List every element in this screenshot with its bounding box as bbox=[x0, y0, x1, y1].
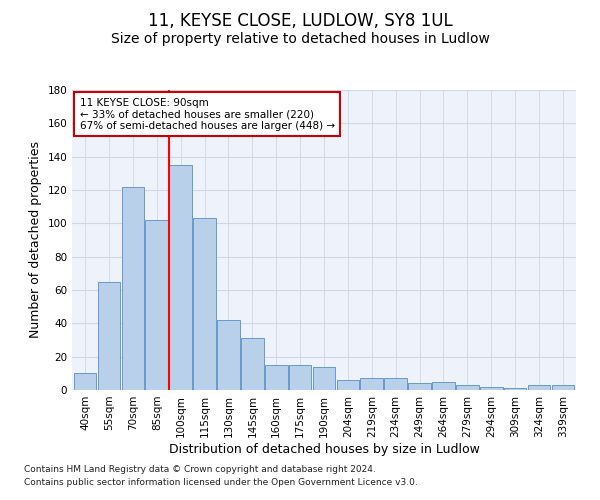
Bar bbox=[122, 186, 144, 390]
Bar bbox=[74, 374, 97, 390]
Bar bbox=[456, 385, 479, 390]
Bar bbox=[551, 385, 574, 390]
Bar bbox=[480, 386, 503, 390]
Text: Distribution of detached houses by size in Ludlow: Distribution of detached houses by size … bbox=[169, 442, 479, 456]
Bar bbox=[527, 385, 550, 390]
Text: Contains HM Land Registry data © Crown copyright and database right 2024.: Contains HM Land Registry data © Crown c… bbox=[24, 466, 376, 474]
Bar bbox=[145, 220, 168, 390]
Bar bbox=[408, 384, 431, 390]
Bar bbox=[432, 382, 455, 390]
Text: Size of property relative to detached houses in Ludlow: Size of property relative to detached ho… bbox=[110, 32, 490, 46]
Text: Contains public sector information licensed under the Open Government Licence v3: Contains public sector information licen… bbox=[24, 478, 418, 487]
Y-axis label: Number of detached properties: Number of detached properties bbox=[29, 142, 42, 338]
Text: 11, KEYSE CLOSE, LUDLOW, SY8 1UL: 11, KEYSE CLOSE, LUDLOW, SY8 1UL bbox=[148, 12, 452, 30]
Bar bbox=[337, 380, 359, 390]
Bar bbox=[241, 338, 263, 390]
Bar bbox=[313, 366, 335, 390]
Bar bbox=[169, 165, 192, 390]
Bar bbox=[265, 365, 287, 390]
Bar bbox=[361, 378, 383, 390]
Text: 11 KEYSE CLOSE: 90sqm
← 33% of detached houses are smaller (220)
67% of semi-det: 11 KEYSE CLOSE: 90sqm ← 33% of detached … bbox=[80, 98, 335, 130]
Bar bbox=[217, 320, 240, 390]
Bar bbox=[193, 218, 216, 390]
Bar bbox=[98, 282, 121, 390]
Bar bbox=[504, 388, 526, 390]
Bar bbox=[289, 365, 311, 390]
Bar bbox=[385, 378, 407, 390]
